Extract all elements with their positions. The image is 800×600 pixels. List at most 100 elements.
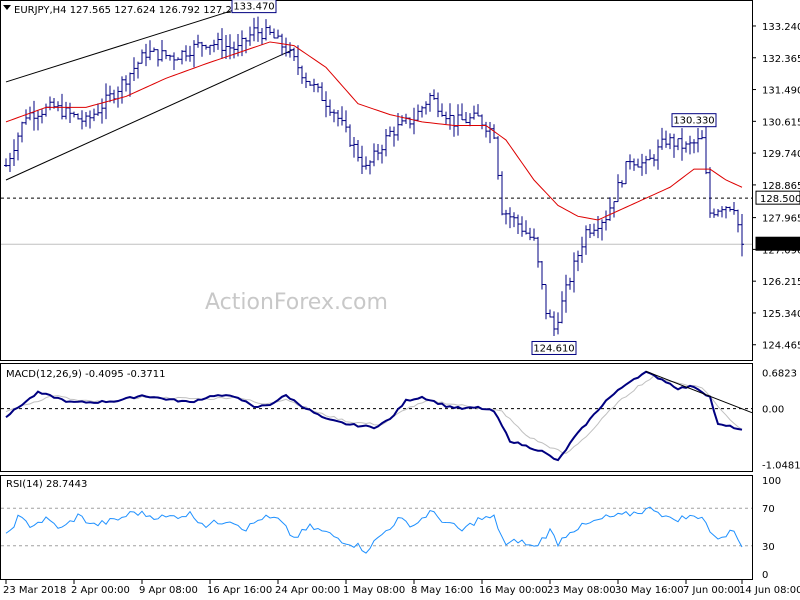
- ohlc-bar: [524, 220, 528, 235]
- ohlc-bar: [692, 139, 696, 154]
- ohlc-bar: [336, 110, 340, 127]
- ohlc-bar: [416, 104, 420, 121]
- ohlc-bar: [500, 171, 504, 216]
- ohlc-bar: [216, 32, 220, 50]
- ohlc-bar: [272, 28, 276, 39]
- ohlc-bar: [304, 72, 308, 88]
- ohlc-bar: [12, 139, 16, 167]
- ohlc-bar: [228, 34, 232, 60]
- ohlc-bar: [156, 49, 160, 67]
- ohlc-bar: [712, 208, 716, 218]
- annotation-label: 124.610: [533, 343, 574, 354]
- ohlc-bar: [136, 61, 140, 79]
- ohlc-bar: [140, 49, 144, 64]
- watermark: ActionForex.com: [205, 290, 388, 315]
- ohlc-bar: [544, 283, 548, 320]
- ohlc-bar: [388, 126, 392, 137]
- price-panel-frame: [0, 0, 753, 361]
- macd-panel-frame: [0, 363, 753, 472]
- ohlc-bar: [260, 27, 264, 45]
- ohlc-bar: [584, 225, 588, 255]
- ohlc-bar: [380, 144, 384, 164]
- ohlc-bar: [392, 126, 396, 147]
- rsi-tick-label: 100: [762, 476, 781, 487]
- ohlc-bar: [588, 224, 592, 238]
- x-tick-label: 23 Mar 2018: [3, 585, 66, 596]
- collapse-triangle-icon[interactable]: [3, 5, 11, 10]
- price-box: [755, 190, 800, 205]
- ohlc-bar: [668, 133, 672, 150]
- ohlc-bar: [696, 128, 700, 153]
- ohlc-bar: [44, 103, 48, 117]
- price-tick-label: 129.740: [762, 149, 800, 160]
- price-box: [755, 236, 800, 251]
- ohlc-bar: [488, 122, 492, 144]
- ohlc-bar: [200, 41, 204, 57]
- ohlc-bar: [612, 201, 616, 218]
- ohlc-bar: [396, 112, 400, 141]
- ohlc-bar: [196, 34, 200, 48]
- symbol-info: EURJPY,H4 127.565 127.624 126.792 127.23…: [14, 5, 245, 16]
- ohlc-bar: [452, 114, 456, 137]
- ohlc-bar: [104, 83, 108, 120]
- ohlc-bar: [716, 209, 720, 217]
- ohlc-bar: [740, 214, 744, 257]
- ohlc-bar: [688, 135, 692, 155]
- rsi-tick-label: 30: [762, 542, 775, 553]
- ohlc-bar: [152, 47, 156, 52]
- price-tick-label: 130.615: [762, 117, 800, 128]
- annotation-box: [671, 113, 717, 128]
- x-tick-label: 7 Jun 00:00: [683, 585, 740, 596]
- ohlc-bar: [572, 252, 576, 293]
- ohlc-bar: [4, 158, 8, 168]
- ohlc-bar: [128, 72, 132, 97]
- ohlc-bar: [436, 92, 440, 118]
- x-tick-label: 23 May 08:00: [547, 585, 616, 596]
- ohlc-bar: [316, 83, 320, 93]
- ohlc-bar: [320, 82, 324, 101]
- ohlc-bar: [548, 309, 552, 318]
- price-annotation: 130.330: [671, 113, 717, 128]
- ohlc-bar: [120, 76, 124, 104]
- ohlc-bar: [684, 141, 688, 153]
- ohlc-bar: [472, 105, 476, 120]
- rsi-label: RSI(14) 28.7443: [6, 479, 87, 490]
- price-annotation: 133.470: [231, 0, 277, 14]
- ohlc-bar: [20, 121, 24, 143]
- ohlc-bar: [636, 158, 640, 168]
- ohlc-bar: [204, 44, 208, 50]
- ohlc-bar: [632, 158, 636, 171]
- price-tick-label: 131.490: [762, 86, 800, 97]
- ohlc-bar: [676, 138, 680, 151]
- ohlc-bar: [8, 152, 12, 173]
- ohlc-bar: [604, 210, 608, 231]
- ohlc-bar: [728, 206, 732, 212]
- rsi-line: [5, 506, 743, 554]
- annotation-label: 130.330: [673, 116, 714, 127]
- ohlc-bar: [68, 102, 72, 123]
- ohlc-bar: [224, 34, 228, 60]
- ohlc-bar: [568, 277, 572, 290]
- ohlc-bar: [92, 108, 96, 122]
- ohlc-bar: [560, 291, 564, 324]
- macd-signal-line: [5, 375, 743, 454]
- x-tick-label: 16 Apr 16:00: [207, 585, 272, 596]
- macd-main-line: [5, 370, 743, 462]
- x-tick-label: 1 May 08:00: [343, 585, 405, 596]
- ohlc-bar: [528, 227, 532, 241]
- ohlc-bar: [192, 40, 196, 68]
- x-tick-label: 16 May 00:00: [479, 585, 548, 596]
- ohlc-bar: [364, 156, 368, 170]
- ohlc-bar: [16, 132, 20, 161]
- x-tick-label: 14 Jun 08:00: [739, 585, 800, 596]
- ohlc-bar: [680, 128, 684, 161]
- price-annotation: 124.610: [531, 340, 577, 355]
- ohlc-bar: [256, 16, 260, 42]
- moving-average-line: [5, 41, 743, 221]
- rsi-tick-label: 0: [762, 570, 768, 581]
- ohlc-bar: [592, 223, 596, 237]
- annotation-label: 133.470: [233, 2, 274, 13]
- ohlc-bar: [64, 101, 68, 120]
- ohlc-bar: [460, 103, 464, 121]
- ohlc-bar: [292, 47, 296, 62]
